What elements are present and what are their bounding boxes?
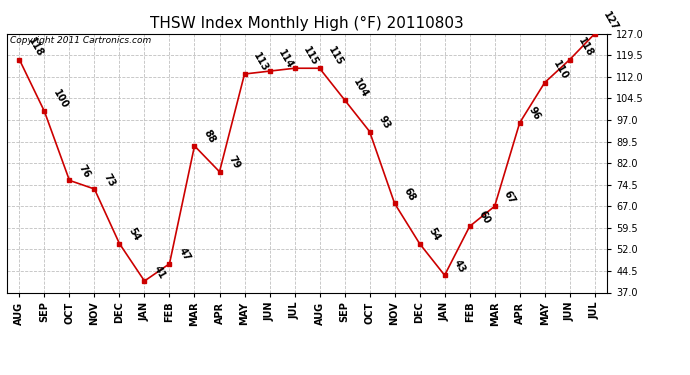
Text: 93: 93 <box>377 114 392 131</box>
Text: 110: 110 <box>551 59 571 82</box>
Text: 41: 41 <box>151 264 167 280</box>
Text: 68: 68 <box>402 186 417 202</box>
Text: 54: 54 <box>126 226 142 243</box>
Text: 73: 73 <box>101 171 117 188</box>
Text: 114: 114 <box>277 48 295 70</box>
Text: 96: 96 <box>526 105 542 122</box>
Text: 54: 54 <box>426 226 442 243</box>
Text: 118: 118 <box>577 36 595 59</box>
Text: 104: 104 <box>351 76 371 99</box>
Text: Copyright 2011 Cartronics.com: Copyright 2011 Cartronics.com <box>10 36 151 45</box>
Text: 100: 100 <box>51 88 70 111</box>
Text: 115: 115 <box>302 45 320 68</box>
Text: 118: 118 <box>26 36 46 59</box>
Text: 76: 76 <box>77 163 92 180</box>
Text: 88: 88 <box>201 128 217 145</box>
Text: 47: 47 <box>177 246 192 263</box>
Text: 60: 60 <box>477 209 492 226</box>
Text: 43: 43 <box>451 258 467 274</box>
Text: 79: 79 <box>226 154 242 171</box>
Text: 127: 127 <box>602 10 620 33</box>
Text: 115: 115 <box>326 45 345 68</box>
Title: THSW Index Monthly High (°F) 20110803: THSW Index Monthly High (°F) 20110803 <box>150 16 464 31</box>
Text: 67: 67 <box>502 189 517 206</box>
Text: 113: 113 <box>251 51 270 73</box>
